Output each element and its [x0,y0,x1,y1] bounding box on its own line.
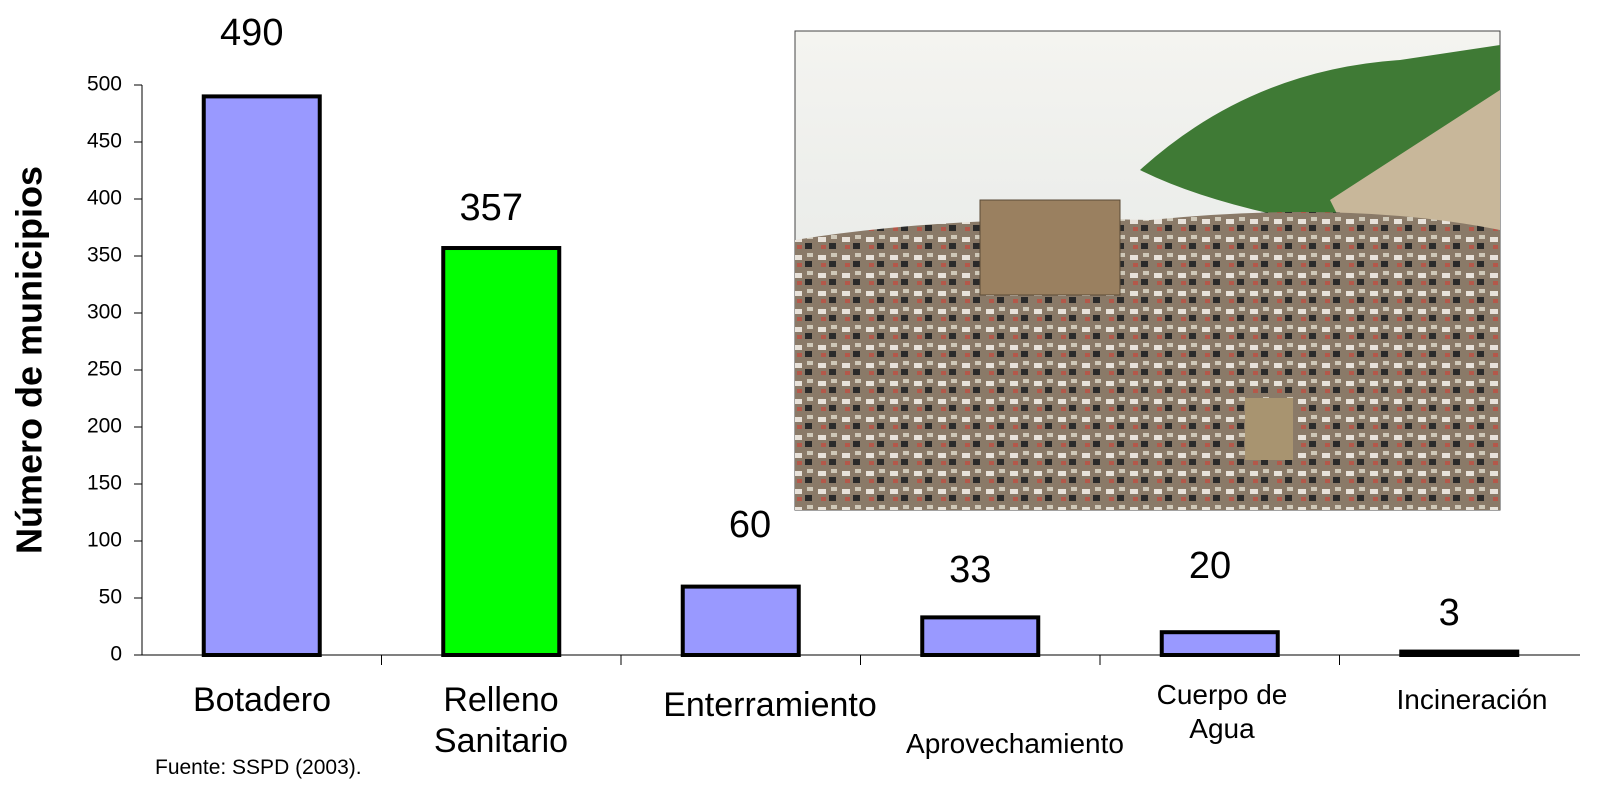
value-label: 20 [1189,545,1231,587]
y-tick-label: 250 [87,358,122,381]
x-tick-label: Relleno Sanitario [433,681,569,760]
x-tick-label: Aprovechamiento [906,728,1124,759]
bar [680,584,801,657]
source-note: Fuente: SSPD (2003). [155,756,362,779]
value-label: 60 [729,504,771,546]
bar [1159,630,1280,658]
y-tick-label: 300 [87,301,122,324]
y-tick-label: 350 [87,244,122,267]
x-tick-label: Enterramiento [663,686,877,724]
value-label: 3 [1439,592,1460,634]
y-tick-label: 100 [87,529,122,552]
photo [794,30,1501,511]
bar [920,615,1041,658]
x-tick-label: Incineración [1396,684,1548,715]
bar [1399,649,1520,658]
value-label: 490 [220,12,283,54]
value-label: 33 [949,549,991,591]
y-tick-label: 150 [87,472,122,495]
y-tick-label: 200 [87,415,122,438]
bar [441,246,562,658]
y-tick-label: 50 [99,586,122,609]
y-tick-label: 450 [87,130,122,153]
bar [201,94,322,657]
x-tick-label: Botadero [193,681,331,719]
x-tick-label: Cuerpo de Agua [1156,679,1288,744]
value-label: 357 [460,187,523,229]
y-axis-title: Número de municipios [9,166,50,554]
y-tick-label: 400 [87,187,122,210]
y-tick-label: 500 [87,73,122,96]
y-tick-label: 0 [110,643,122,666]
